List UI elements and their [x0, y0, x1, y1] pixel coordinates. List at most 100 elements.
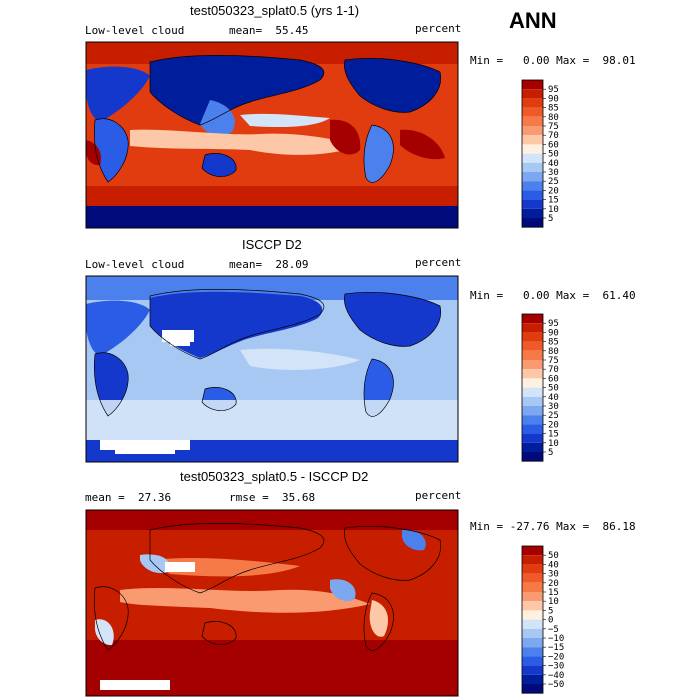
colorbar-2-swatch	[522, 323, 543, 333]
colorbar-2-label: 85	[548, 338, 559, 348]
colorbar-3-swatch	[522, 546, 543, 556]
colorbar-1-swatch	[522, 116, 543, 126]
colorbar-1-label: 10	[548, 205, 559, 215]
colorbar-2-swatch	[522, 387, 543, 397]
colorbar-3-swatch	[522, 582, 543, 592]
colorbar-1-label: 25	[548, 177, 559, 187]
panel-2-variable-label: Low-level cloud	[85, 258, 185, 271]
colorbar-2-swatch	[522, 396, 543, 406]
panel-2-title: ISCCP D2	[242, 237, 302, 252]
colorbar-1-label: 80	[548, 113, 559, 123]
colorbar-1-swatch	[522, 98, 543, 108]
colorbar-3-swatch	[522, 647, 543, 657]
colorbar-1-swatch	[522, 89, 543, 99]
colorbar-3-label: 40	[548, 560, 559, 570]
panel-1-frame	[85, 41, 459, 229]
panel-2-map	[86, 276, 458, 462]
colorbar-1-label: 50	[548, 150, 559, 160]
colorbar-1-swatch	[522, 107, 543, 117]
colorbar-2-label: 5	[548, 448, 553, 458]
colorbar-2-label: 75	[548, 356, 559, 366]
colorbar-3-swatch	[522, 665, 543, 675]
colorbar-1-swatch	[522, 181, 543, 191]
panel-3-mean-label: mean = 27.36	[85, 491, 172, 504]
colorbar-1-label: 70	[548, 131, 559, 141]
colorbar-2-swatch	[522, 314, 543, 324]
panel-2-minmax: Min = 0.00 Max = 61.40	[470, 289, 636, 302]
colorbar-2-label: 10	[548, 439, 559, 449]
colorbar-2-label: 80	[548, 347, 559, 357]
colorbar-2-swatch	[522, 360, 543, 370]
colorbar-3-label: 5	[548, 606, 553, 616]
colorbar-3-swatch	[522, 684, 543, 694]
colorbar-1-label: 95	[548, 85, 559, 95]
colorbar-1-label: 60	[548, 140, 559, 150]
colorbar-2-label: 15	[548, 430, 559, 440]
colorbar-3-label: 20	[548, 579, 559, 589]
colorbar-2-swatch	[522, 369, 543, 379]
colorbar-3-swatch	[522, 656, 543, 666]
colorbar-2-label: 90	[548, 328, 559, 338]
panel-3-rmse-label: rmse = 35.68	[229, 491, 316, 504]
colorbar-3-label: −10	[548, 634, 564, 644]
colorbar-2-label: 30	[548, 402, 559, 412]
colorbar-3-swatch	[522, 628, 543, 638]
colorbar-2-label: 60	[548, 374, 559, 384]
colorbar-2-label: 50	[548, 384, 559, 394]
colorbar-3-label: 0	[548, 616, 553, 626]
colorbar-2-swatch	[522, 415, 543, 425]
colorbar-1-swatch	[522, 126, 543, 136]
colorbar-1-swatch	[522, 153, 543, 163]
colorbar-3-label: 30	[548, 570, 559, 580]
colorbar-1-label: 40	[548, 159, 559, 169]
colorbar-1-swatch	[522, 190, 543, 200]
colorbar-2-swatch	[522, 341, 543, 351]
colorbar-3-swatch	[522, 610, 543, 620]
colorbar-1-swatch	[522, 172, 543, 182]
panel-1-map	[86, 42, 458, 228]
colorbar-1-swatch	[522, 208, 543, 218]
colorbar-2-swatch	[522, 406, 543, 416]
colorbar-1-swatch	[522, 135, 543, 145]
panel-3-map	[86, 510, 458, 696]
colorbar-3-label: −5	[548, 625, 559, 635]
colorbar-2-label: 95	[548, 319, 559, 329]
colorbar-1-label: 20	[548, 186, 559, 196]
colorbar-3-label: −20	[548, 652, 564, 662]
colorbar-1-label: 15	[548, 196, 559, 206]
colorbar-2-label: 20	[548, 420, 559, 430]
colorbar-2-swatch	[522, 424, 543, 434]
colorbar-3-swatch	[522, 674, 543, 684]
colorbar-3-swatch	[522, 619, 543, 629]
colorbar-1-label: 30	[548, 168, 559, 178]
colorbar-3-label: 15	[548, 588, 559, 598]
panel-3-units-label: percent	[415, 489, 462, 502]
colorbar-2-swatch	[522, 452, 543, 462]
panel-2-frame	[85, 275, 459, 463]
colorbar-1-label: 5	[548, 214, 553, 224]
panel-3-title: test050323_splat0.5 - ISCCP D2	[180, 469, 369, 484]
colorbar-3-label: −50	[548, 680, 564, 690]
colorbar-2-label: 25	[548, 411, 559, 421]
colorbar-3-swatch	[522, 564, 543, 574]
panel-3-minmax: Min = -27.76 Max = 86.18	[470, 520, 636, 533]
colorbar-3-label: −40	[548, 671, 564, 681]
colorbar-1-label: 75	[548, 122, 559, 132]
colorbar-1-label: 85	[548, 104, 559, 114]
panel-1-units-label: percent	[415, 22, 462, 35]
colorbar-3-label: −30	[548, 662, 564, 672]
colorbar-3-swatch	[522, 638, 543, 648]
panel-2-units-label: percent	[415, 256, 462, 269]
colorbar-3-swatch	[522, 555, 543, 565]
panel-1-minmax: Min = 0.00 Max = 98.01	[470, 54, 636, 67]
colorbar-1-swatch	[522, 218, 543, 228]
colorbar-3-label: −15	[548, 643, 564, 653]
colorbar-2-swatch	[522, 350, 543, 360]
colorbar-2-label: 40	[548, 393, 559, 403]
colorbar-2-swatch	[522, 332, 543, 342]
season-label: ANN	[509, 8, 557, 33]
panel-1-mean-label: mean= 55.45	[229, 24, 309, 37]
